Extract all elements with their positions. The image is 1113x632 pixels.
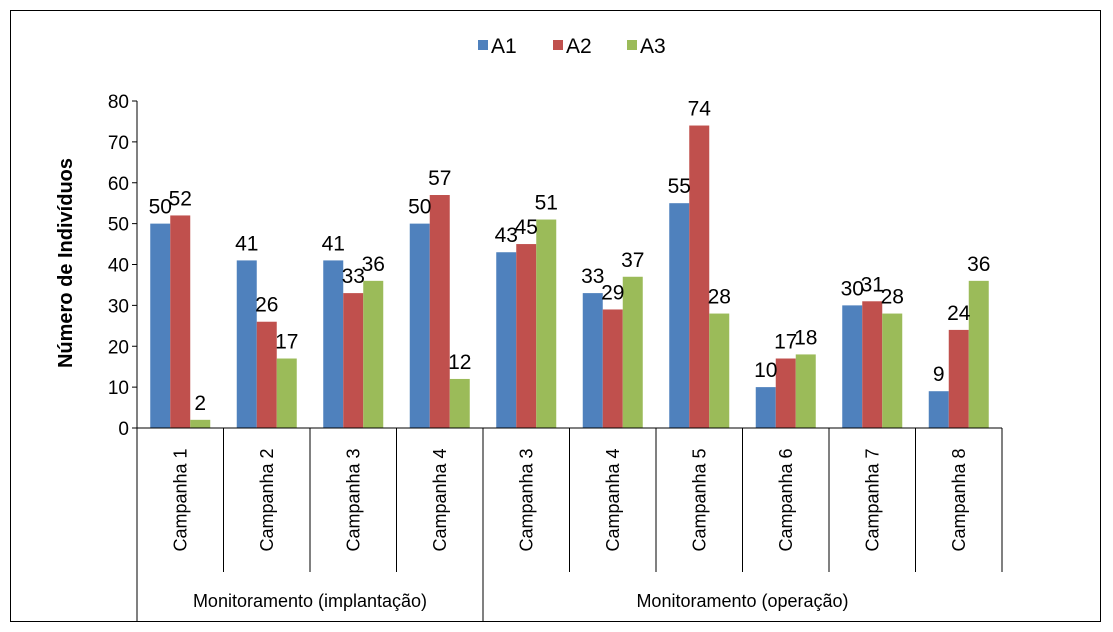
data-label-a1: 41 [235, 232, 258, 255]
x-category-label: Campanha 3 [343, 448, 363, 551]
bar-a3 [795, 354, 816, 428]
bar-a1 [496, 252, 517, 428]
data-label-a1: 10 [754, 359, 777, 382]
data-label-a1: 9 [933, 363, 945, 386]
bar-a3 [449, 378, 470, 428]
y-axis-title: Número de Indivíduos [55, 158, 77, 368]
bar-a1 [755, 387, 776, 428]
y-tick-label: 70 [108, 133, 129, 154]
bar-a1 [669, 203, 690, 428]
x-category-label: Campanha 8 [949, 448, 969, 551]
bar-a2 [602, 309, 623, 428]
x-category-label: Campanha 7 [862, 448, 882, 551]
data-label-a2: 33 [342, 265, 365, 288]
data-label-a1: 43 [495, 224, 518, 247]
data-label-a3: 36 [362, 253, 385, 276]
y-tick-label: 50 [108, 215, 129, 236]
y-tick-label: 0 [118, 419, 129, 440]
x-category-label: Campanha 5 [689, 448, 709, 551]
bar-a1 [842, 305, 863, 428]
y-axis: 0 10 20 30 40 50 60 70 80 [108, 92, 138, 440]
data-label-a1: 55 [668, 175, 691, 198]
data-label-a1: 30 [841, 277, 864, 300]
y-tick-label: 80 [108, 92, 129, 113]
data-label-a3: 36 [967, 253, 990, 276]
data-label-a3: 12 [448, 351, 471, 374]
bar-a2 [948, 329, 969, 428]
legend-label-a3: A3 [640, 35, 666, 58]
data-label-a3: 37 [621, 249, 644, 272]
legend-label-a1: A1 [491, 35, 517, 58]
bar-a1 [582, 293, 603, 428]
y-tick-label: 30 [108, 296, 129, 317]
bar-a2 [256, 321, 277, 428]
data-label-a2: 31 [861, 273, 884, 296]
x-group-label: Monitoramento (operação) [636, 591, 848, 611]
data-labels: 50 41 41 50 43 33 55 10 30 9 52 26 33 57 45 29 74 17 31 24 2… [149, 98, 991, 415]
legend-swatch-a3 [627, 40, 637, 50]
legend-label-a2: A2 [566, 35, 592, 58]
x-axis: Campanha 1 Campanha 2 Campanha 3 Campanha 4… [136, 427, 1003, 622]
bars [150, 125, 989, 429]
data-label-a3: 17 [275, 331, 298, 354]
bar-a1 [323, 260, 344, 428]
data-label-a3: 18 [794, 326, 817, 349]
y-tick-label: 20 [108, 337, 129, 358]
legend-swatch-a1 [478, 40, 488, 50]
bar-a2 [343, 293, 364, 428]
x-group-label: Monitoramento (implantação) [193, 591, 427, 611]
y-tick-label: 40 [108, 256, 129, 277]
bar-a1 [928, 391, 949, 428]
x-category-label: Campanha 4 [430, 448, 450, 551]
bar-a3 [882, 313, 903, 428]
data-label-a3: 51 [535, 192, 558, 215]
bar-a1 [409, 223, 430, 428]
bar-a3 [536, 219, 557, 428]
bar-a2 [516, 244, 537, 428]
bar-a3 [968, 280, 989, 428]
x-category-label: Campanha 6 [776, 448, 796, 551]
x-category-label: Campanha 3 [516, 448, 536, 551]
data-label-a3: 2 [194, 392, 206, 415]
bar-a2 [862, 301, 883, 428]
bar-a3 [276, 358, 297, 428]
legend-swatch-a2 [553, 40, 563, 50]
data-label-a2: 74 [688, 98, 712, 121]
bar-a3 [190, 419, 211, 428]
data-label-a1: 50 [408, 196, 431, 219]
y-tick-label: 60 [108, 174, 129, 195]
bar-a3 [709, 313, 730, 428]
data-label-a2: 29 [601, 281, 624, 304]
bar-a3 [622, 276, 643, 428]
bar-a2 [170, 215, 191, 428]
legend: A1 A2 A3 [478, 35, 666, 58]
data-label-a3: 28 [881, 286, 904, 309]
bar-a1 [150, 223, 171, 428]
data-label-a2: 52 [169, 187, 192, 210]
data-label-a2: 45 [515, 216, 538, 239]
y-tick-label: 10 [108, 378, 129, 399]
x-category-label: Campanha 4 [603, 448, 623, 551]
data-label-a2: 57 [428, 167, 451, 190]
data-label-a2: 24 [947, 302, 971, 325]
data-label-a2: 26 [255, 294, 278, 317]
bar-a1 [236, 260, 257, 428]
bar-a3 [363, 280, 384, 428]
data-label-a1: 50 [149, 196, 172, 219]
bar-a2 [775, 358, 796, 428]
data-label-a1: 33 [581, 265, 604, 288]
x-category-label: Campanha 2 [257, 448, 277, 551]
data-label-a1: 41 [322, 232, 345, 255]
x-category-label: Campanha 1 [170, 448, 190, 551]
data-label-a3: 28 [708, 286, 731, 309]
data-label-a2: 17 [774, 331, 797, 354]
bar-a2 [689, 125, 710, 429]
bar-a2 [429, 195, 450, 428]
